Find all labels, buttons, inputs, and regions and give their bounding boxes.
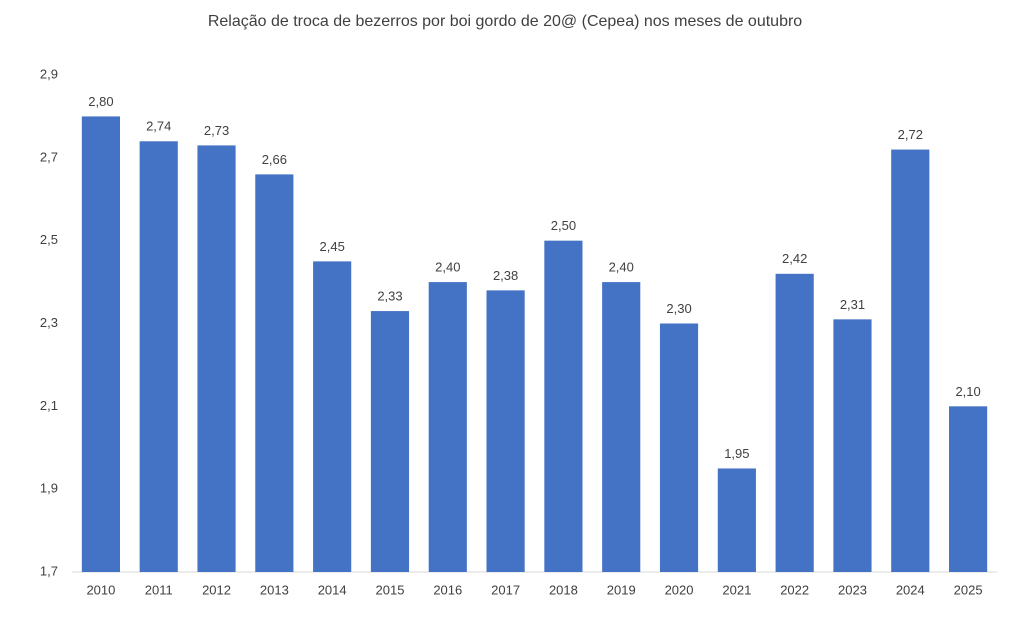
data-label: 2,10 — [955, 384, 980, 399]
data-label: 2,31 — [840, 297, 865, 312]
data-label: 2,30 — [666, 301, 691, 316]
bar — [81, 116, 120, 573]
bar — [197, 145, 236, 573]
data-label: 2,80 — [88, 94, 113, 109]
x-tick-label: 2024 — [896, 582, 925, 597]
bar — [255, 174, 294, 572]
data-label: 2,40 — [435, 260, 460, 275]
x-tick-label: 2025 — [954, 582, 983, 597]
bar — [659, 323, 699, 572]
bar — [139, 141, 178, 572]
data-label: 2,74 — [146, 119, 171, 134]
y-tick-label: 2,5 — [40, 232, 58, 247]
y-tick-label: 2,3 — [40, 315, 58, 330]
bar — [486, 290, 525, 572]
bar — [544, 240, 583, 572]
y-tick-label: 1,7 — [40, 563, 58, 578]
y-tick-label: 1,9 — [40, 481, 58, 496]
x-tick-label: 2018 — [549, 582, 578, 597]
x-tick-label: 2016 — [433, 582, 462, 597]
x-tick-label: 2015 — [376, 582, 405, 597]
y-tick-label: 2,7 — [40, 149, 58, 164]
y-tick-label: 2,9 — [40, 66, 58, 81]
bar — [602, 282, 641, 572]
x-tick-label: 2017 — [491, 582, 520, 597]
bar — [313, 261, 352, 572]
x-tick-label: 2011 — [145, 582, 173, 597]
bar — [891, 149, 930, 573]
data-label: 2,66 — [262, 152, 287, 167]
bar — [370, 311, 410, 572]
y-tick-label: 2,1 — [40, 398, 58, 413]
x-tick-label: 2023 — [838, 582, 867, 597]
chart-title: Relação de troca de bezerros por boi gor… — [208, 13, 802, 30]
bar — [717, 468, 756, 572]
data-label: 2,50 — [551, 218, 576, 233]
x-tick-label: 2010 — [86, 582, 115, 597]
bar — [833, 319, 872, 572]
x-tick-label: 2019 — [607, 582, 636, 597]
x-tick-label: 2014 — [318, 582, 347, 597]
data-label: 1,95 — [724, 446, 749, 461]
data-label: 2,72 — [898, 127, 923, 142]
x-tick-label: 2022 — [780, 582, 809, 597]
data-label: 2,42 — [782, 251, 807, 266]
bar — [949, 406, 988, 572]
x-tick-label: 2013 — [260, 582, 289, 597]
data-label: 2,33 — [377, 289, 402, 304]
data-label: 2,45 — [320, 239, 345, 254]
x-tick-label: 2020 — [665, 582, 694, 597]
bar — [775, 273, 814, 572]
data-label: 2,38 — [493, 268, 518, 283]
x-tick-label: 2021 — [722, 582, 751, 597]
data-label: 2,73 — [204, 123, 229, 138]
bar — [428, 282, 467, 572]
data-label: 2,40 — [609, 260, 634, 275]
x-tick-label: 2012 — [202, 582, 231, 597]
